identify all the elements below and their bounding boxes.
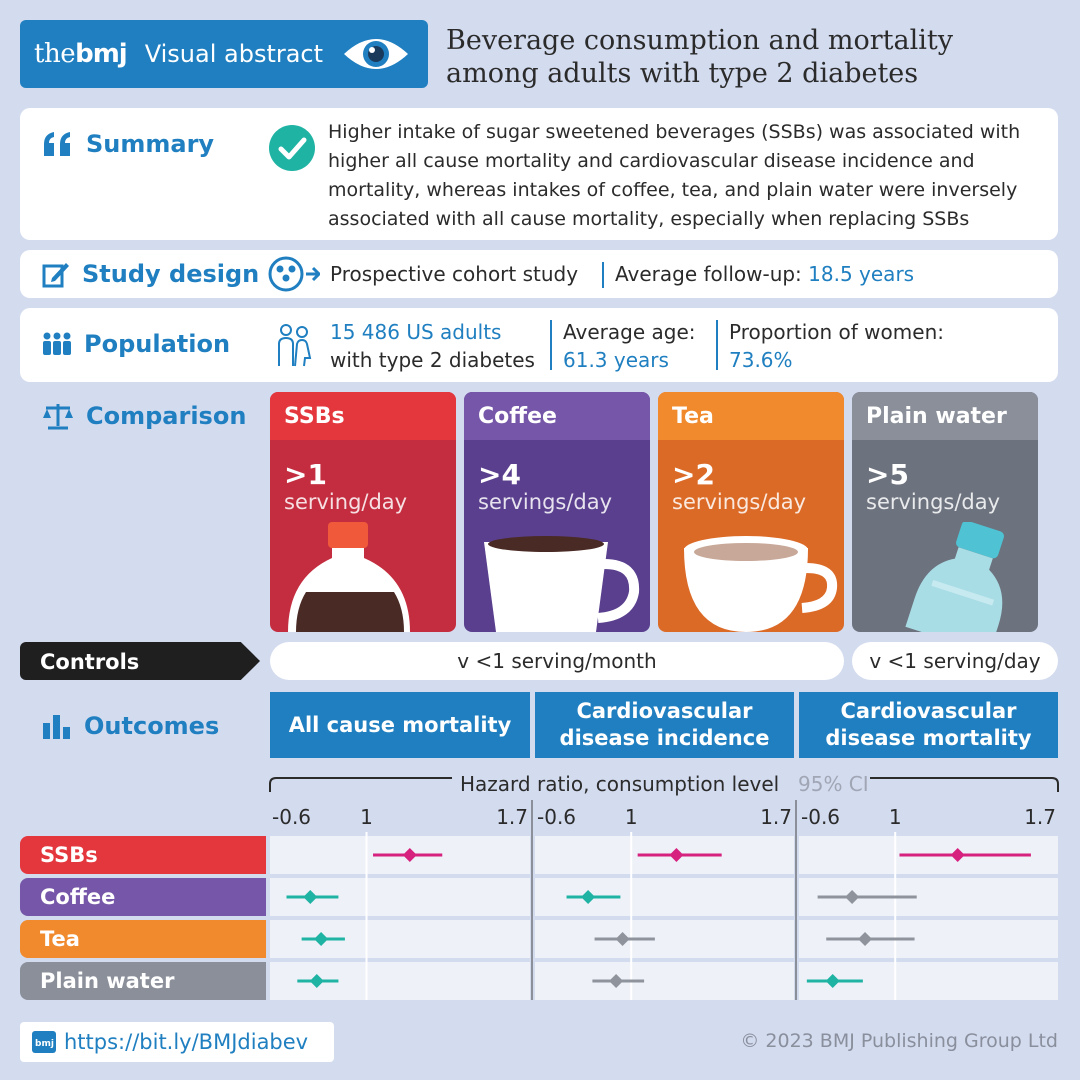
beverage-name: Plain water	[852, 392, 1038, 440]
scales-icon	[43, 404, 73, 430]
hazard-ratio-point	[950, 848, 965, 862]
bmj-header-banner: thebmj Visual abstract	[20, 20, 428, 88]
hazard-ratio-title: Hazard ratio, consumption level	[460, 772, 779, 796]
copyright: © 2023 BMJ Publishing Group Ltd	[740, 1030, 1058, 1052]
beverage-card-water: Plain water >5 servings/day	[852, 392, 1038, 632]
bmj-logo: thebmj	[34, 39, 128, 69]
study-type: Prospective cohort study	[330, 262, 579, 286]
divider	[602, 262, 604, 288]
row-label-tea: Tea	[20, 920, 266, 958]
population-label: Population	[42, 330, 230, 358]
followup: Average follow-up: 18.5 years	[615, 262, 915, 286]
beverage-unit: servings/day	[478, 490, 613, 514]
beverage-name: Tea	[658, 392, 844, 440]
hazard-ratio-point	[858, 932, 873, 946]
people-icon	[43, 332, 71, 355]
outcomes-label: Outcomes	[42, 712, 219, 740]
eye-icon	[344, 39, 409, 69]
water-bottle-icon	[905, 522, 1004, 632]
axis-tick-label: 1.7	[760, 805, 792, 829]
population-age: Average age: 61.3 years	[563, 320, 696, 372]
population-card	[20, 308, 1058, 382]
axis-tick-label: 1	[889, 805, 902, 829]
beverage-name: SSBs	[270, 392, 456, 440]
row-label-coffee: Coffee	[20, 878, 266, 916]
pencil-note-icon	[42, 263, 69, 288]
study-design-card	[20, 250, 1058, 298]
cohort-icon	[268, 256, 320, 292]
hazard-ratio-point	[609, 974, 624, 988]
comparison-label: Comparison	[42, 402, 246, 430]
plot-row-bg	[535, 962, 794, 1000]
row-label-water: Plain water	[20, 962, 266, 1000]
divider	[716, 320, 718, 370]
coffee-cup-icon	[484, 536, 640, 632]
svg-text:bmj: bmj	[35, 1039, 54, 1049]
hazard-ratio-point	[309, 974, 324, 988]
axis-tick-label: 1.7	[496, 805, 528, 829]
visual-abstract-label: Visual abstract	[144, 40, 324, 68]
hazard-ratio-point	[669, 848, 684, 862]
hazard-ratio-point	[314, 932, 329, 946]
summary-card	[20, 108, 1058, 240]
beverage-amount: >1	[284, 458, 327, 491]
beverage-name: Coffee	[464, 392, 650, 440]
person-outline-icon	[278, 324, 312, 367]
bar-chart-icon	[43, 715, 70, 739]
beverage-unit: servings/day	[672, 490, 807, 514]
population-count: 15 486 US adults with type 2 diabetes	[330, 320, 535, 372]
controls-label: Controls	[20, 642, 260, 680]
beverage-unit: servings/day	[866, 490, 1001, 514]
hazard-ratio-point	[615, 932, 630, 946]
beverage-amount: >4	[478, 458, 521, 491]
quote-icon	[44, 132, 70, 156]
divider	[550, 320, 552, 370]
population-women: Proportion of women: 73.6%	[729, 320, 944, 372]
hazard-ratio-point	[402, 848, 417, 862]
outcome-header-cvd-mortality: Cardiovascular disease mortality	[799, 692, 1058, 758]
soda-bottle-icon	[288, 522, 410, 632]
axis-tick-label: -0.6	[801, 805, 840, 829]
beverage-amount: >2	[672, 458, 715, 491]
beverage-card-coffee: Coffee >4 servings/day	[464, 392, 650, 632]
ci-label: 95% CI	[798, 772, 869, 796]
hazard-ratio-point	[845, 890, 860, 904]
check-circle-icon	[269, 125, 315, 171]
axis-tick-label: -0.6	[537, 805, 576, 829]
row-label-ssbs: SSBs	[20, 836, 266, 874]
axis-tick-label: 1.7	[1024, 805, 1056, 829]
outcome-header-all-cause: All cause mortality	[270, 692, 530, 758]
bmj-logo-icon: bmj	[32, 1031, 56, 1053]
tea-cup-icon	[684, 536, 838, 632]
control-pill-month: v <1 serving/month	[270, 642, 844, 680]
hazard-ratio-point	[581, 890, 596, 904]
axis-tick-label: -0.6	[272, 805, 311, 829]
axis-tick-label: 1	[625, 805, 638, 829]
summary-label: Summary	[42, 130, 214, 158]
outcome-header-cvd-incidence: Cardiovascular disease incidence	[535, 692, 794, 758]
footer-link[interactable]: bmj https://bit.ly/BMJdiabev	[20, 1022, 334, 1062]
plot-row-bg	[535, 920, 794, 958]
beverage-card-tea: Tea >2 servings/day	[658, 392, 844, 632]
summary-text: Higher intake of sugar sweetened beverag…	[328, 121, 1021, 230]
control-pill-day: v <1 serving/day	[852, 642, 1058, 680]
study-design-label: Study design	[42, 260, 259, 288]
hazard-ratio-point	[303, 890, 318, 904]
axis-tick-label: 1	[360, 805, 373, 829]
beverage-amount: >5	[866, 458, 909, 491]
page-title: Beverage consumption and mortality among…	[446, 25, 953, 89]
beverage-unit: serving/day	[284, 490, 408, 514]
hazard-ratio-point	[825, 974, 840, 988]
beverage-card-ssbs: SSBs >1 serving/day	[270, 392, 456, 632]
